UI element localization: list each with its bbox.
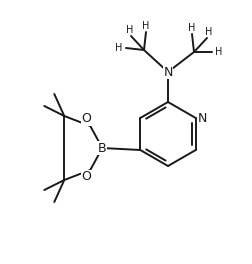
Text: N: N (163, 65, 173, 78)
Text: H: H (115, 43, 123, 53)
Text: O: O (81, 171, 91, 183)
Text: H: H (188, 23, 196, 33)
Text: N: N (198, 111, 207, 125)
Text: H: H (205, 27, 213, 37)
Text: O: O (81, 112, 91, 125)
Text: H: H (142, 21, 150, 31)
Text: H: H (126, 25, 134, 35)
Text: B: B (98, 142, 107, 154)
Text: H: H (215, 47, 223, 57)
